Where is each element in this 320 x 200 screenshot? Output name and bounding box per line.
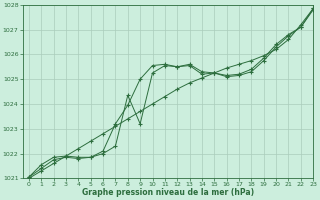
X-axis label: Graphe pression niveau de la mer (hPa): Graphe pression niveau de la mer (hPa) [82, 188, 254, 197]
